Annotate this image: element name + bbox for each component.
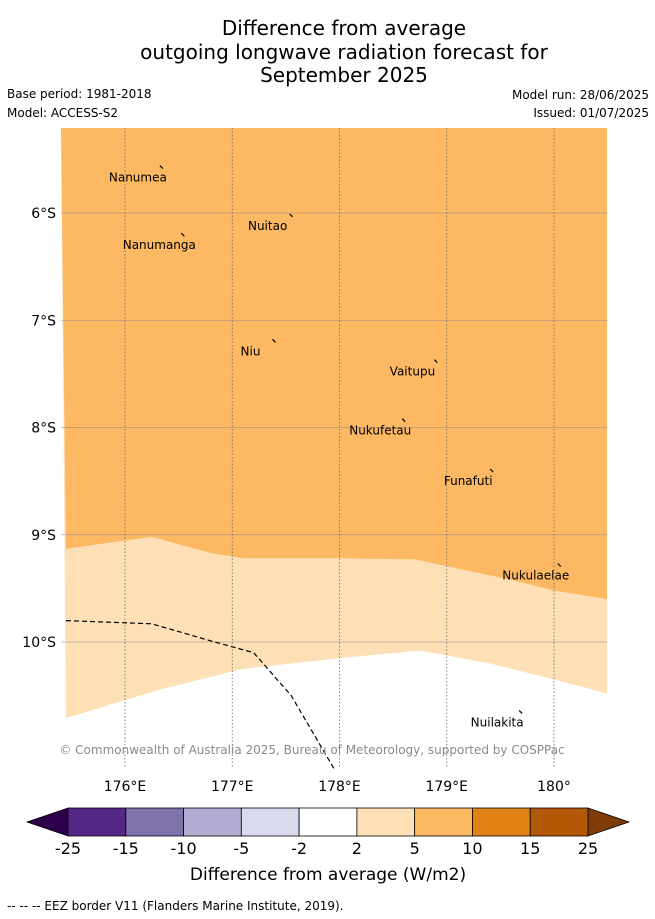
map-places: Nanumea Nuitao Nanumanga Niu Vaitupu Nukufeta… (109, 165, 569, 729)
colorbar-tick-label: -10 (170, 839, 196, 858)
colorbar-tick-label: -15 (113, 839, 139, 858)
colorbar-swatch (356, 807, 416, 837)
colorbar-tick-label: 5 (410, 839, 420, 858)
lon-tick-label: 180° (537, 779, 571, 795)
colorbar-swatch (472, 807, 531, 837)
zone-5-to-10 (61, 128, 607, 600)
map-fill-zones (61, 128, 607, 768)
lon-tick-label: 178°E (318, 779, 361, 795)
title-line-2: outgoing longwave radiation forecast for (140, 39, 548, 64)
island-outline (557, 563, 562, 567)
model-text: Model: ACCESS-S2 (7, 106, 119, 120)
place-label: Nuilakita (471, 715, 524, 729)
colorbar-tick-label: -25 (55, 839, 81, 858)
lat-tick-label: 8°S (31, 421, 56, 437)
lon-tick-label: 177°E (211, 779, 254, 795)
eez-border-path (65, 620, 336, 772)
colorbar-under-arrow (25, 807, 69, 837)
title-line-1: Difference from average (221, 16, 467, 40)
place-nuitao: Nuitao (248, 213, 294, 233)
colorbar-swatch (298, 807, 358, 837)
eez-border-line (65, 620, 336, 772)
lat-tick-label: 6°S (31, 206, 56, 222)
issued-text: Issued: 01/07/2025 (533, 106, 649, 120)
place-nukufetau: Nukufetau (349, 418, 411, 438)
map-gridlines (61, 128, 607, 768)
place-label: Vaitupu (390, 365, 436, 379)
place-vaitupu: Vaitupu (390, 359, 438, 379)
x-axis: 176°E 177°E 178°E 179°E 180° (104, 779, 571, 795)
y-axis: 6°S 7°S 8°S 9°S 10°S (22, 206, 56, 651)
colorbar-label: Difference from average (W/m2) (190, 865, 466, 885)
place-niu: Niu (241, 338, 276, 358)
model-run-text: Model run: 28/06/2025 (511, 88, 649, 102)
place-nuilakita: Nuilakita (471, 710, 524, 729)
title-line-3: September 2025 (260, 63, 428, 87)
copyright-text: © Commonwealth of Australia 2025, Bureau… (59, 743, 564, 757)
lat-tick-label: 10°S (22, 635, 56, 651)
colorbar-tick-label: -2 (291, 839, 307, 858)
place-label: Nuitao (248, 219, 287, 233)
map-title: Difference from average outgoing longwav… (0, 16, 655, 88)
island-outline (434, 359, 438, 364)
colorbar-swatch (529, 807, 589, 837)
lat-tick-label: 9°S (31, 528, 56, 544)
colorbar: -25 -15 -10 -5 -2 2 5 10 15 25 (25, 807, 631, 858)
island-outline (272, 338, 276, 343)
base-period-text: Base period: 1981-2018 (7, 87, 152, 101)
colorbar-tick-label: 15 (520, 839, 540, 858)
colorbar-swatch (67, 807, 127, 837)
island-outline (180, 232, 185, 237)
place-nanumanga: Nanumanga (123, 232, 196, 252)
colorbar-over-arrow (587, 807, 631, 837)
lon-tick-label: 176°E (104, 779, 147, 795)
island-outline (518, 710, 523, 714)
lat-tick-label: 7°S (31, 313, 56, 329)
colorbar-swatch (240, 807, 300, 837)
colorbar-tick-label: 2 (352, 839, 362, 858)
colorbar-tick-label: 25 (578, 839, 598, 858)
island-outline (489, 468, 494, 473)
place-nukulaelae: Nukulaelae (502, 563, 569, 583)
colorbar-swatch (125, 807, 184, 837)
island-outline (159, 165, 164, 170)
colorbar-swatch (183, 807, 242, 837)
place-label: Nanumea (109, 171, 167, 185)
colorbar-tick-label: -5 (233, 839, 249, 858)
place-label: Nukulaelae (502, 569, 569, 583)
colorbar-swatch (414, 807, 473, 837)
island-outline (401, 418, 406, 423)
lon-tick-label: 179°E (425, 779, 468, 795)
colorbar-tick-label: 10 (462, 839, 482, 858)
place-label: Funafuti (444, 474, 493, 488)
place-label: Niu (241, 344, 261, 358)
eez-footnote: -- -- -- EEZ border V11 (Flanders Marine… (7, 899, 344, 913)
place-label: Nukufetau (349, 424, 411, 438)
place-label: Nanumanga (123, 238, 196, 252)
place-funafuti: Funafuti (444, 468, 494, 488)
place-nanumea: Nanumea (109, 165, 167, 185)
island-outline (289, 213, 294, 218)
